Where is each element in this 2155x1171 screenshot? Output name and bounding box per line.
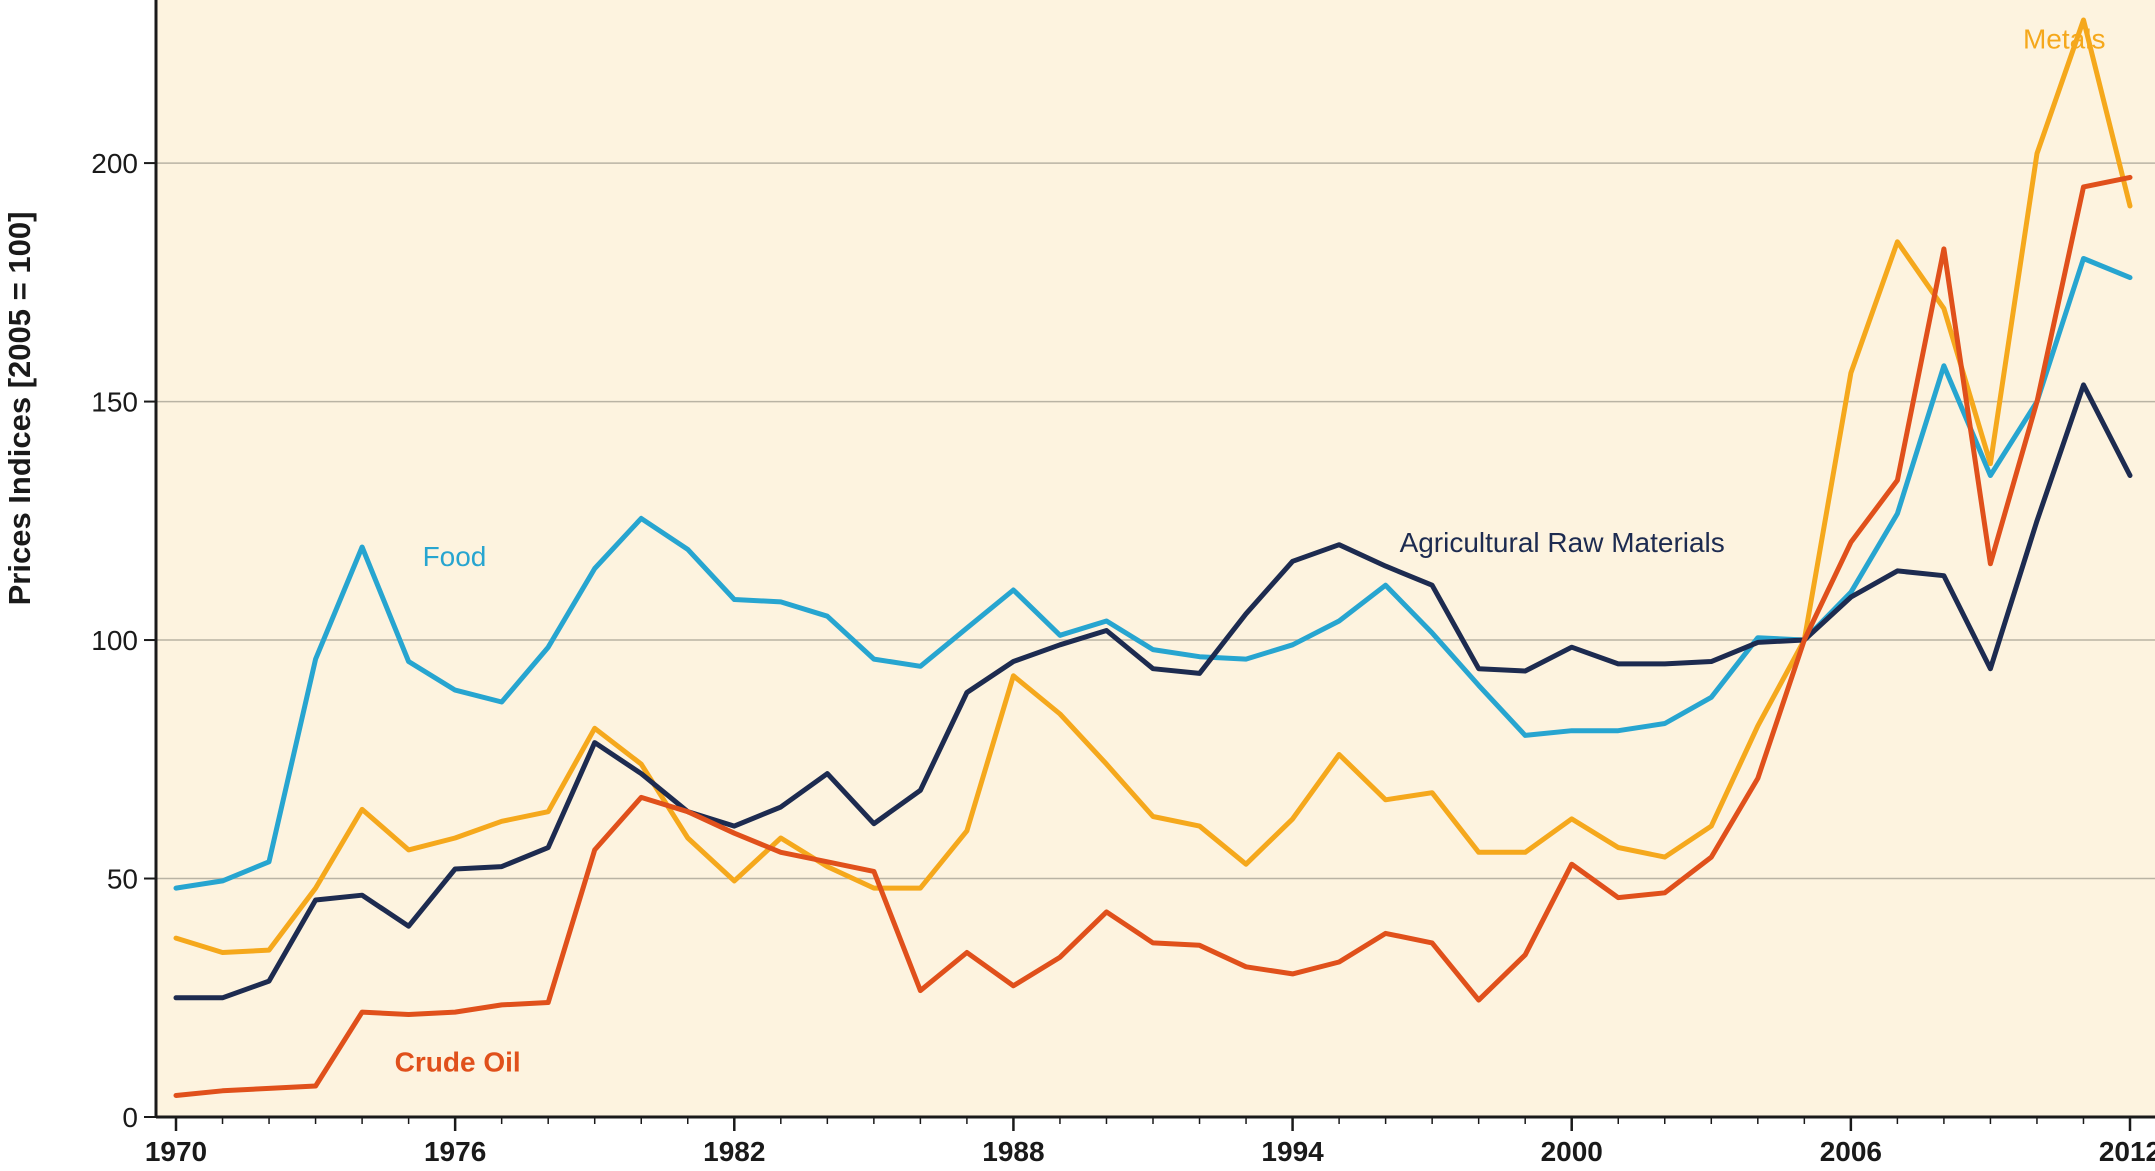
x-tick-label-2000: 2000 <box>1541 1136 1603 1167</box>
series-labels: Food Metals Agricultural Raw Materials Crud… <box>395 24 2106 1078</box>
gridlines <box>156 162 2155 880</box>
x-tick-label-2012: 2012 <box>2099 1136 2155 1167</box>
series-label-metals: Metals <box>2023 24 2105 55</box>
x-tick-label-1988: 1988 <box>982 1136 1044 1167</box>
x-tick-label-2006: 2006 <box>1820 1136 1882 1167</box>
y-tick-label-150: 150 <box>91 387 138 418</box>
x-tick-label-1976: 1976 <box>424 1136 486 1167</box>
x-tick-label-1994: 1994 <box>1261 1136 1324 1167</box>
series-label-food: Food <box>423 541 487 572</box>
y-tick-label-0: 0 <box>122 1102 138 1133</box>
y-axis-label: Prices Indices [2005 = 100] <box>2 212 37 606</box>
y-tick-label-200: 200 <box>91 148 138 179</box>
series-label-agricultural-raw-materials: Agricultural Raw Materials <box>1400 527 1725 558</box>
plot-background <box>156 0 2155 1117</box>
series-line-crude-oil <box>173 174 2133 1098</box>
y-tick-label-50: 50 <box>107 864 138 895</box>
x-tick-label-1970: 1970 <box>145 1136 207 1167</box>
x-tick-label-1982: 1982 <box>703 1136 765 1167</box>
axes: 0 50 100 150 200 1970 1976 1982 1988 1994 2000 2006… <box>91 0 2155 1167</box>
series-lines <box>173 17 2133 1098</box>
y-tick-label-100: 100 <box>91 625 138 656</box>
series-label-crude-oil: Crude Oil <box>395 1047 521 1078</box>
